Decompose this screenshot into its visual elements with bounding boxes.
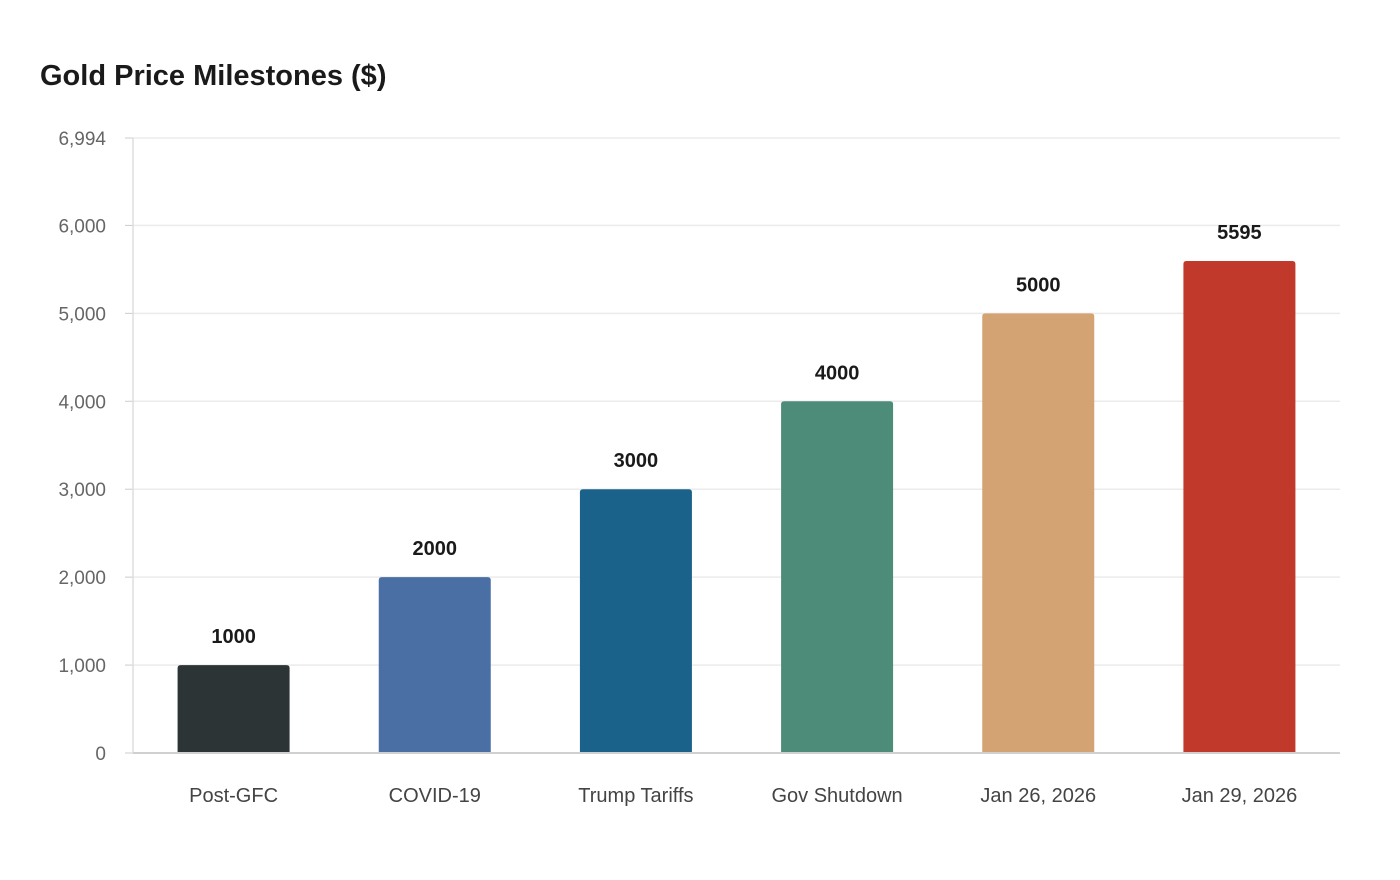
- data-label: 2000: [413, 538, 458, 560]
- bar: [177, 665, 290, 753]
- data-label: 3000: [614, 450, 659, 472]
- y-tick-label: 6,000: [58, 216, 106, 237]
- y-tick-label: 1,000: [58, 656, 106, 677]
- data-label: 1000: [211, 626, 256, 648]
- bar: [781, 401, 894, 753]
- y-tick-label: 0: [95, 744, 106, 765]
- y-tick-label: 6,994: [58, 129, 106, 150]
- data-label: 5595: [1217, 222, 1262, 244]
- x-tick-label: COVID-19: [389, 785, 481, 807]
- y-tick-label: 5,000: [58, 304, 106, 325]
- y-tick-label: 2,000: [58, 568, 106, 589]
- y-tick-label: 4,000: [58, 392, 106, 413]
- data-label: 4000: [815, 362, 860, 384]
- bar: [982, 313, 1095, 753]
- x-tick-label: Gov Shutdown: [771, 785, 902, 807]
- bar: [1183, 261, 1296, 753]
- x-tick-label: Jan 26, 2026: [980, 785, 1096, 807]
- chart-title: Gold Price Milestones ($): [40, 60, 387, 92]
- x-tick-label: Post-GFC: [189, 785, 278, 807]
- x-tick-label: Trump Tariffs: [578, 785, 693, 807]
- x-tick-label: Jan 29, 2026: [1182, 785, 1298, 807]
- bar: [378, 577, 491, 753]
- bar: [579, 489, 692, 753]
- y-tick-label: 3,000: [58, 480, 106, 501]
- data-label: 5000: [1016, 274, 1061, 296]
